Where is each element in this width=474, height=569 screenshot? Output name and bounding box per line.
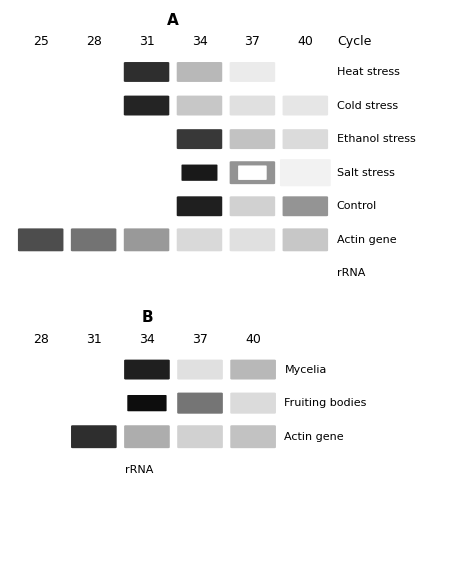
FancyBboxPatch shape bbox=[177, 96, 222, 116]
FancyBboxPatch shape bbox=[283, 270, 328, 277]
FancyBboxPatch shape bbox=[229, 228, 275, 251]
FancyBboxPatch shape bbox=[124, 96, 169, 116]
FancyBboxPatch shape bbox=[229, 161, 275, 184]
FancyBboxPatch shape bbox=[230, 262, 274, 269]
Text: Salt stress: Salt stress bbox=[337, 168, 394, 178]
FancyBboxPatch shape bbox=[177, 425, 223, 448]
Text: 37: 37 bbox=[245, 35, 260, 48]
FancyBboxPatch shape bbox=[18, 262, 63, 269]
FancyBboxPatch shape bbox=[177, 279, 222, 286]
FancyBboxPatch shape bbox=[124, 425, 170, 448]
FancyBboxPatch shape bbox=[72, 459, 116, 465]
Text: A: A bbox=[167, 13, 179, 27]
FancyBboxPatch shape bbox=[283, 262, 328, 269]
FancyBboxPatch shape bbox=[18, 228, 64, 251]
FancyBboxPatch shape bbox=[229, 196, 275, 216]
FancyBboxPatch shape bbox=[72, 476, 116, 483]
FancyBboxPatch shape bbox=[128, 395, 166, 411]
Text: 40: 40 bbox=[297, 35, 313, 48]
FancyBboxPatch shape bbox=[72, 270, 116, 277]
Text: Cold stress: Cold stress bbox=[337, 101, 398, 110]
FancyBboxPatch shape bbox=[182, 164, 218, 181]
FancyBboxPatch shape bbox=[229, 96, 275, 116]
Text: 34: 34 bbox=[191, 35, 207, 48]
Text: 31: 31 bbox=[86, 333, 102, 346]
Text: rRNA: rRNA bbox=[125, 465, 154, 475]
FancyBboxPatch shape bbox=[230, 270, 274, 277]
FancyBboxPatch shape bbox=[283, 96, 328, 116]
Text: 34: 34 bbox=[139, 333, 155, 346]
Text: B: B bbox=[141, 310, 153, 325]
FancyBboxPatch shape bbox=[177, 393, 223, 414]
FancyBboxPatch shape bbox=[229, 129, 275, 149]
FancyBboxPatch shape bbox=[177, 196, 222, 216]
FancyBboxPatch shape bbox=[177, 62, 222, 82]
Text: 31: 31 bbox=[139, 35, 155, 48]
FancyBboxPatch shape bbox=[124, 62, 169, 82]
FancyBboxPatch shape bbox=[72, 262, 116, 269]
FancyBboxPatch shape bbox=[18, 459, 63, 465]
Text: Control: Control bbox=[337, 201, 377, 211]
Text: Actin gene: Actin gene bbox=[284, 432, 344, 442]
FancyBboxPatch shape bbox=[124, 262, 169, 269]
FancyBboxPatch shape bbox=[124, 270, 169, 277]
FancyBboxPatch shape bbox=[229, 62, 275, 82]
Text: Actin gene: Actin gene bbox=[337, 235, 396, 245]
Text: Heat stress: Heat stress bbox=[337, 67, 400, 77]
Text: Cycle: Cycle bbox=[337, 35, 372, 48]
Text: 40: 40 bbox=[245, 333, 261, 346]
FancyBboxPatch shape bbox=[230, 425, 276, 448]
FancyBboxPatch shape bbox=[18, 279, 63, 286]
FancyBboxPatch shape bbox=[18, 467, 63, 474]
FancyBboxPatch shape bbox=[72, 279, 116, 286]
FancyBboxPatch shape bbox=[283, 196, 328, 216]
FancyBboxPatch shape bbox=[124, 279, 169, 286]
Text: rRNA: rRNA bbox=[337, 269, 365, 278]
FancyBboxPatch shape bbox=[71, 228, 117, 251]
Text: 25: 25 bbox=[33, 35, 49, 48]
FancyBboxPatch shape bbox=[124, 360, 170, 380]
Text: 28: 28 bbox=[33, 333, 49, 346]
Text: Ethanol stress: Ethanol stress bbox=[337, 134, 415, 144]
FancyBboxPatch shape bbox=[177, 228, 222, 251]
FancyBboxPatch shape bbox=[230, 393, 276, 414]
FancyBboxPatch shape bbox=[124, 228, 169, 251]
FancyBboxPatch shape bbox=[18, 270, 63, 277]
FancyBboxPatch shape bbox=[230, 360, 276, 380]
FancyBboxPatch shape bbox=[230, 279, 274, 286]
Text: Fruiting bodies: Fruiting bodies bbox=[284, 398, 367, 408]
FancyBboxPatch shape bbox=[18, 476, 63, 483]
FancyBboxPatch shape bbox=[177, 262, 222, 269]
Text: 37: 37 bbox=[192, 333, 208, 346]
FancyBboxPatch shape bbox=[177, 270, 222, 277]
FancyBboxPatch shape bbox=[283, 62, 328, 82]
FancyBboxPatch shape bbox=[283, 129, 328, 149]
FancyBboxPatch shape bbox=[71, 425, 117, 448]
FancyBboxPatch shape bbox=[72, 467, 116, 474]
Text: Mycelia: Mycelia bbox=[284, 365, 327, 374]
FancyBboxPatch shape bbox=[283, 279, 328, 286]
Text: 28: 28 bbox=[86, 35, 101, 48]
FancyBboxPatch shape bbox=[177, 360, 223, 380]
FancyBboxPatch shape bbox=[177, 129, 222, 149]
FancyBboxPatch shape bbox=[280, 159, 331, 186]
FancyBboxPatch shape bbox=[238, 166, 267, 180]
FancyBboxPatch shape bbox=[283, 228, 328, 251]
